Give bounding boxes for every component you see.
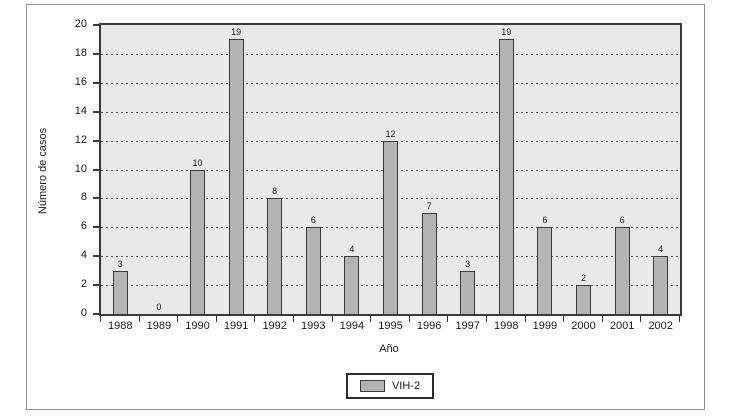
x-tick-label: 1994 [339,320,365,332]
bar-value-label: 3 [465,258,471,269]
y-tick-label: 8 [80,191,87,204]
x-tick-mark [524,316,526,322]
x-tick-mark [601,316,603,322]
bar-2001 [614,227,630,314]
gridline [101,53,680,55]
y-tick-mark [93,197,99,200]
y-tick-mark [93,226,99,229]
x-tick-mark [408,316,410,322]
bar-value-label: 3 [117,258,123,269]
bar-value-label: 12 [385,128,396,139]
x-tick-label: 2002 [648,320,673,332]
figure-frame: Número de casos 3 0 10 19 8 6 4 12 7 3 19 6 2 6 4 0 2 4 6… [26,4,705,410]
y-tick-mark [93,52,99,55]
x-tick-mark [215,316,217,322]
x-tick-label: 1988 [108,320,133,332]
x-tick-mark [640,316,642,322]
x-tick-label: 1997 [455,320,480,332]
bar-1996 [421,212,437,314]
bar-value-label: 6 [310,215,316,226]
x-tick-label: 1999 [532,320,558,332]
x-tick-label: 1995 [378,320,403,332]
y-tick-mark [93,110,99,113]
x-tick-mark [254,316,256,322]
x-tick-mark [138,316,140,322]
x-tick-mark [679,316,680,322]
x-tick-mark [293,316,294,322]
legend-swatch-icon [359,380,385,392]
legend-label: VIH-2 [391,380,421,392]
x-tick-mark [563,316,565,322]
x-tick-label: 1996 [416,320,442,332]
y-tick-label: 16 [74,75,87,88]
bar-value-label: 0 [156,302,162,312]
x-tick-mark [370,316,372,322]
bar-value-label: 19 [231,27,242,38]
bar-1997 [460,270,476,314]
x-tick-label: 1998 [494,320,519,332]
bar-value-label: 6 [619,215,625,226]
x-tick-label: 1992 [262,320,287,332]
x-tick-label: 1993 [301,320,326,332]
x-tick-mark [486,316,487,322]
bar-1999 [537,227,553,314]
gridline [101,111,680,113]
y-tick-label: 12 [74,133,87,146]
plot-area: 3 0 10 19 8 6 4 12 7 3 19 6 2 6 4 [99,23,682,316]
bar-value-label: 7 [426,200,432,211]
bar-value-label: 2 [580,273,586,284]
bar-value-label: 8 [272,186,278,197]
y-tick-label: 10 [74,162,87,175]
x-tick-mark [331,316,333,322]
bar-1990 [190,169,205,314]
x-tick-label: 1990 [185,320,210,332]
bar-1988 [112,270,128,314]
bar-value-label: 4 [658,244,664,255]
y-tick-label: 2 [80,278,87,291]
y-tick-label: 0 [80,307,87,319]
y-tick-label: 6 [80,220,87,233]
x-tick-mark [100,316,101,322]
bar-1998 [498,39,514,314]
y-tick-mark [93,313,99,315]
bar-value-label: 10 [192,157,203,168]
x-tick-label: 2000 [571,320,596,332]
x-tick-label: 2001 [609,320,635,332]
x-tick-mark [177,316,179,322]
legend: VIH-2 [346,373,434,399]
y-tick-label: 20 [74,18,87,30]
y-tick-mark [93,81,99,84]
y-axis-title: Número de casos [37,127,49,215]
x-tick-label: 1991 [223,320,249,332]
gridline [101,82,680,84]
y-tick-mark [93,255,99,258]
bar-2000 [576,285,591,314]
bar-1995 [383,140,398,314]
y-tick-label: 4 [80,249,87,262]
y-tick-mark [93,24,99,26]
x-tick-mark [447,316,449,322]
y-tick-label: 14 [74,104,87,117]
y-tick-mark [93,168,99,171]
y-tick-mark [93,139,99,142]
bar-1993 [305,227,321,314]
y-tick-label: 18 [74,46,87,59]
x-axis-title: Año [379,343,399,355]
bar-value-label: 19 [501,27,512,38]
bar-1994 [344,256,360,314]
bar-1991 [228,39,244,314]
y-tick-mark [93,284,99,287]
bar-2002 [653,256,669,314]
x-tick-label: 1989 [146,320,172,332]
bar-value-label: 4 [349,244,355,255]
bar-value-label: 6 [542,215,548,226]
bar-1992 [267,198,283,314]
